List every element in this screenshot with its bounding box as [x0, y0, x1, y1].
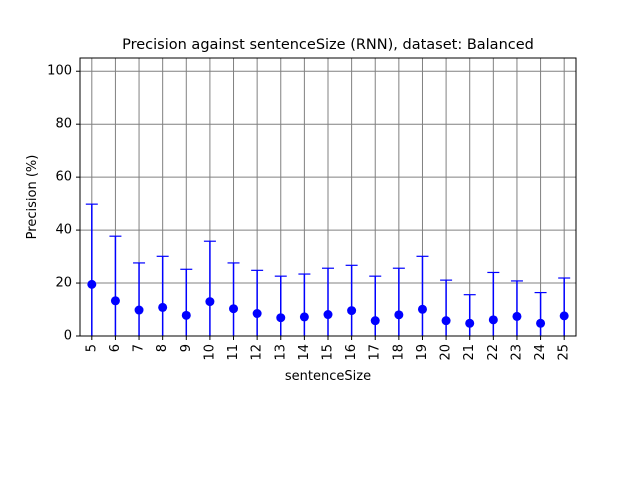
x-tick-label: 19 — [415, 344, 430, 361]
x-tick-label: 20 — [439, 344, 454, 361]
x-tick-label: 8 — [155, 344, 170, 352]
data-point — [87, 279, 97, 289]
y-axis-label: Precision (%) — [25, 155, 40, 240]
data-point — [229, 304, 239, 314]
data-point — [441, 316, 451, 326]
data-point — [252, 308, 262, 318]
data-point — [276, 313, 286, 323]
y-tick-label: 20 — [55, 276, 72, 291]
data-point — [394, 310, 404, 320]
data-point — [347, 306, 357, 316]
data-point — [465, 318, 475, 328]
x-tick-label: 6 — [108, 344, 123, 352]
error-bar-series — [85, 203, 571, 336]
data-point — [299, 312, 309, 322]
x-tick-label: 9 — [179, 344, 194, 352]
x-tick-label: 21 — [462, 344, 477, 361]
data-point — [512, 311, 522, 321]
x-tick-label: 22 — [486, 344, 501, 361]
data-point — [110, 296, 120, 306]
y-tick-label: 40 — [55, 223, 72, 238]
data-point — [205, 297, 215, 307]
data-point — [134, 305, 144, 315]
x-tick-label: 23 — [509, 344, 524, 361]
x-tick-label: 24 — [533, 344, 548, 361]
y-tick-label: 60 — [55, 170, 72, 185]
x-tick-label: 17 — [368, 344, 383, 361]
data-point — [370, 316, 380, 326]
data-point — [181, 310, 191, 320]
data-point — [417, 304, 427, 314]
y-tick-label: 80 — [55, 117, 72, 132]
x-tick-label: 13 — [273, 344, 288, 361]
x-tick-label: 7 — [132, 344, 147, 352]
data-point — [158, 302, 168, 312]
data-point — [536, 318, 546, 328]
x-tick-label: 14 — [297, 344, 312, 361]
chart-title: Precision against sentenceSize (RNN), da… — [122, 37, 534, 53]
data-point — [323, 310, 333, 320]
x-tick-label: 18 — [391, 344, 406, 361]
y-tick-label: 0 — [64, 329, 72, 344]
x-tick-label: 11 — [226, 344, 241, 361]
x-tick-label: 12 — [250, 344, 265, 361]
x-tick-label: 25 — [557, 344, 572, 361]
data-point — [488, 315, 498, 325]
y-tick-label: 100 — [47, 64, 72, 79]
x-tick-label: 10 — [202, 344, 217, 361]
x-tick-label: 15 — [321, 344, 336, 361]
x-axis-label: sentenceSize — [285, 369, 371, 384]
x-tick-label: 16 — [344, 344, 359, 361]
data-point — [559, 311, 569, 321]
axis-ticks: 5 6 7 8 9 10 11 12 13 14 15 16 17 18 19 20 21 22 23 24 25 0 20… — [47, 64, 572, 361]
x-tick-label: 5 — [84, 344, 99, 352]
